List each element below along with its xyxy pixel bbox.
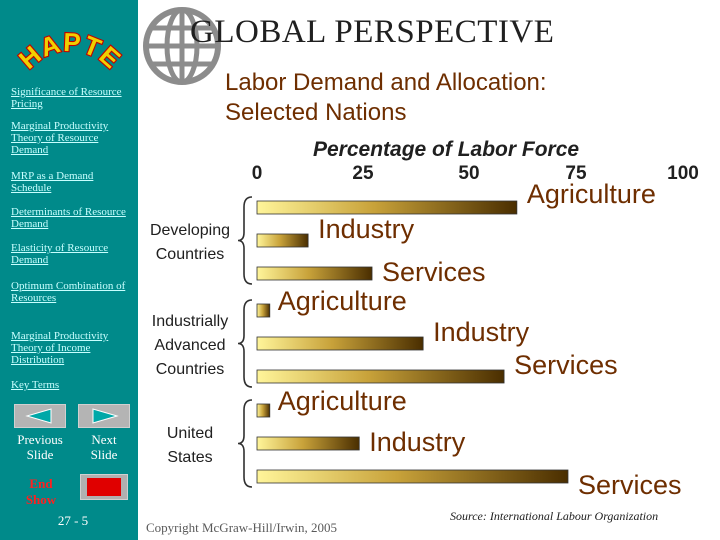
page-title: GLOBAL PERSPECTIVE	[190, 14, 555, 50]
previous-slide-label[interactable]: Previous Slide	[8, 432, 72, 462]
bar-agriculture-2	[256, 403, 271, 418]
chart-title: Labor Demand and Allocation: Selected Na…	[225, 68, 547, 128]
end-show-label[interactable]: End Show	[16, 476, 66, 508]
arrow-right-icon	[92, 408, 119, 424]
next-slide-button[interactable]	[78, 404, 130, 428]
bar-industry-1	[256, 336, 424, 351]
group-label-advanced-line2: Advanced	[154, 337, 226, 354]
group-label-advanced-line1: Industrially	[151, 313, 229, 330]
sidebar	[0, 0, 138, 540]
group-label-united-states: United States	[140, 422, 240, 470]
chart-title-line2: Selected Nations	[225, 99, 407, 126]
bar-label-industry-2: Industry	[369, 427, 466, 457]
x-tick-75: 75	[565, 163, 587, 184]
x-tick-25: 25	[352, 163, 374, 184]
group-brace	[237, 196, 253, 285]
nav-link-key-terms[interactable]: Key Terms	[11, 379, 60, 391]
x-axis-title: Percentage of Labor Force	[313, 138, 580, 161]
chart-title-line1: Labor Demand and Allocation:	[225, 69, 547, 96]
previous-label-line1[interactable]: Previous	[17, 432, 63, 447]
next-label-line2[interactable]: Slide	[90, 447, 118, 462]
x-tick-50: 50	[458, 163, 480, 184]
bar-label-services-0: Services	[382, 257, 486, 287]
bar-label-services-2: Services	[577, 470, 682, 500]
group-label-us-line1: United	[166, 425, 214, 442]
bar-agriculture-0	[256, 200, 518, 215]
next-slide-label[interactable]: Next Slide	[74, 432, 134, 462]
stop-icon	[87, 478, 121, 496]
end-label-line1[interactable]: End	[29, 476, 53, 491]
nav-link-resource-pricing[interactable]: Significance of Resource Pricing	[11, 86, 122, 110]
group-label-advanced-line3: Countries	[155, 361, 225, 378]
group-brace	[237, 299, 253, 388]
nav-link-marginal-productivity[interactable]: Marginal Productivity Theory of Resource…	[11, 120, 109, 156]
chapter-logo: CHAPTER	[0, 0, 127, 76]
bar-label-industry-1: Industry	[433, 317, 530, 347]
bar-services-0	[256, 266, 373, 281]
nav-link-determinants[interactable]: Determinants of Resource Demand	[11, 206, 126, 230]
globe-icon	[143, 7, 221, 85]
bar-industry-0	[256, 233, 309, 248]
bar-industry-2	[256, 436, 360, 451]
x-tick-0: 0	[251, 163, 263, 184]
nav-link-mrp-demand[interactable]: MRP as a Demand Schedule	[11, 170, 94, 194]
page-number: 27 - 5	[57, 513, 89, 528]
bar-label-agriculture-1: Agriculture	[277, 286, 407, 316]
group-label-advanced: Industrially Advanced Countries	[140, 310, 240, 382]
bar-services-2	[256, 469, 569, 484]
x-tick-100: 100	[667, 163, 699, 184]
end-label-line2[interactable]: Show	[25, 492, 57, 507]
bar-label-agriculture-0: Agriculture	[526, 179, 656, 209]
bar-agriculture-1	[256, 303, 271, 318]
bar-label-services-1: Services	[514, 350, 618, 380]
group-label-developing: Developing Countries	[140, 219, 240, 267]
nav-link-elasticity[interactable]: Elasticity of Resource Demand	[11, 242, 109, 266]
group-brace	[237, 399, 253, 488]
group-label-developing-line2: Countries	[155, 246, 225, 263]
next-label-line1[interactable]: Next	[91, 432, 117, 447]
arrow-left-icon	[25, 408, 52, 424]
group-label-developing-line1: Developing	[149, 222, 231, 239]
group-label-us-line2: States	[167, 449, 213, 466]
bar-label-agriculture-2: Agriculture	[277, 386, 407, 416]
previous-slide-button[interactable]	[14, 404, 66, 428]
source-note: Source: International Labour Organizatio…	[450, 509, 659, 523]
sidebar-nav: Significance of Resource Pricing Margina…	[0, 0, 138, 400]
nav-link-optimum-combination[interactable]: Optimum Combination of Resources	[11, 280, 126, 304]
copyright-text: Copyright McGraw-Hill/Irwin, 2005	[146, 520, 338, 535]
previous-label-line2[interactable]: Slide	[26, 447, 54, 462]
nav-link-income-distribution[interactable]: Marginal Productivity Theory of Income D…	[11, 330, 109, 366]
bar-label-industry-0: Industry	[318, 214, 415, 244]
end-show-button[interactable]	[80, 474, 128, 500]
bar-services-1	[256, 369, 505, 384]
